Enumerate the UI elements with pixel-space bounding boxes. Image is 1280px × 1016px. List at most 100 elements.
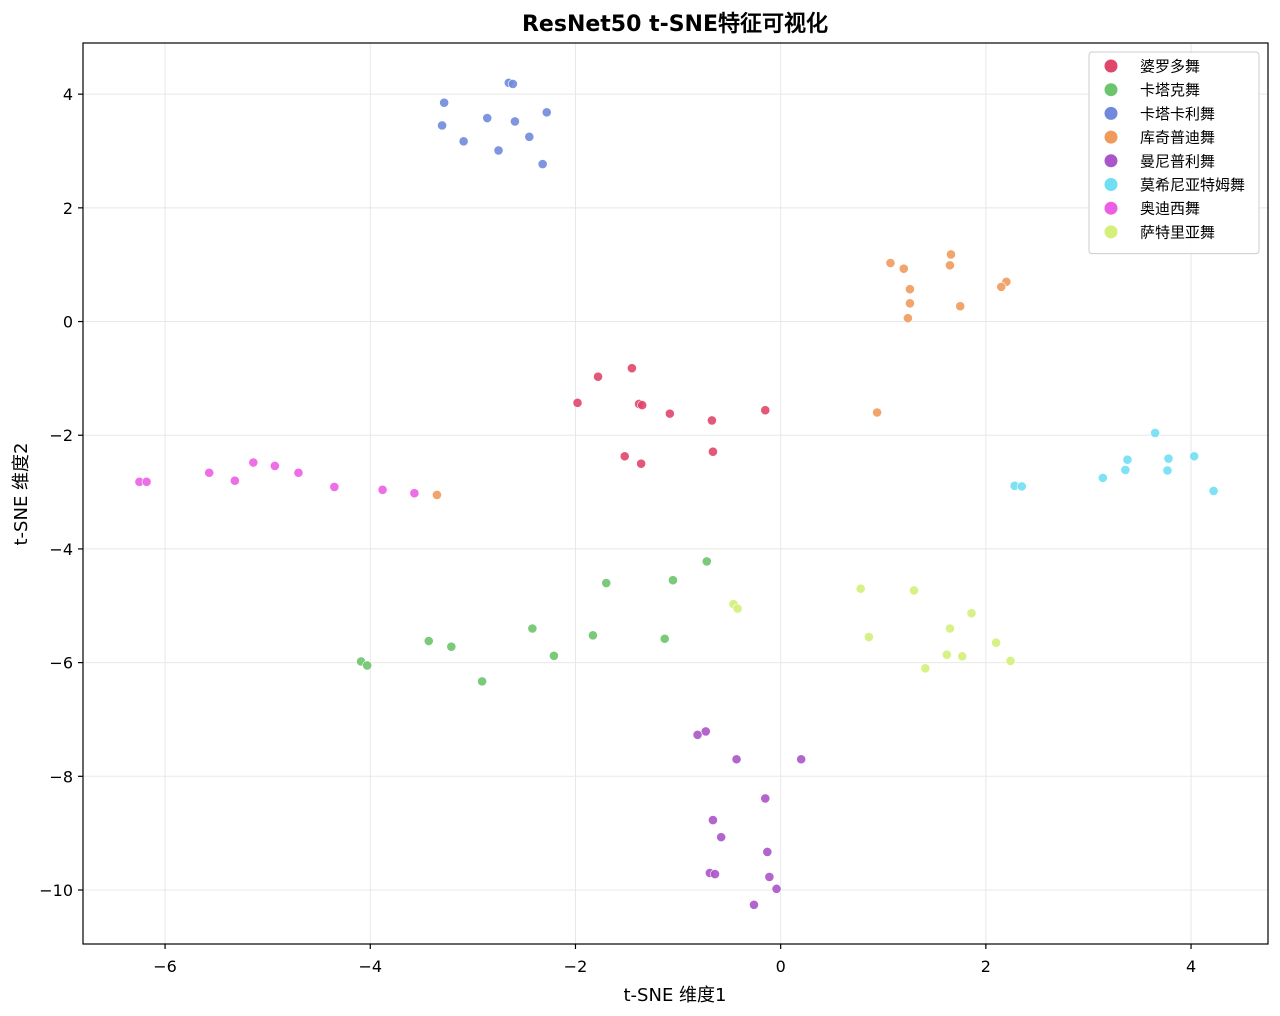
legend-marker (1104, 59, 1118, 73)
data-point-series-8 (863, 632, 874, 642)
data-point-series-2 (659, 633, 670, 644)
data-point-series-6 (1120, 465, 1131, 475)
legend-marker (1104, 83, 1118, 97)
data-point-series-6 (1189, 451, 1200, 462)
data-point-series-1 (708, 446, 718, 457)
legend-label: 卡塔克舞 (1140, 81, 1200, 99)
data-point-series-6 (1208, 486, 1219, 496)
data-point-series-4 (898, 263, 909, 274)
data-point-series-2 (527, 623, 538, 634)
data-points (134, 77, 1219, 910)
data-point-series-2 (601, 578, 612, 588)
data-point-series-4 (945, 260, 955, 271)
data-point-series-5 (771, 883, 782, 894)
data-point-series-2 (423, 636, 434, 646)
data-point-series-8 (855, 583, 866, 594)
x-tick-label: −4 (358, 957, 382, 976)
axis-ticks: −6 −4 −2 0 2 4 4 2 0 −2 −4 −6 −8 −10 (39, 85, 1196, 976)
data-point-series-4 (905, 284, 915, 295)
y-axis-label: t-SNE 维度2 (11, 443, 32, 546)
data-point-series-1 (626, 363, 637, 374)
data-point-series-3 (507, 79, 518, 89)
legend-label: 莫希尼亚特姆舞 (1140, 176, 1245, 194)
data-point-series-8 (1005, 656, 1016, 666)
data-point-series-2 (588, 630, 598, 641)
data-point-series-3 (510, 116, 520, 127)
x-axis-label: t-SNE 维度1 (624, 985, 727, 1006)
data-point-series-4 (885, 258, 896, 268)
data-point-series-2 (701, 556, 712, 567)
data-point-series-3 (524, 131, 535, 142)
data-point-series-3 (537, 159, 548, 169)
data-point-series-8 (732, 603, 743, 614)
data-point-series-4 (902, 313, 913, 324)
data-point-series-7 (229, 475, 240, 486)
legend-marker (1104, 130, 1118, 144)
data-point-series-5 (796, 754, 807, 765)
data-point-series-8 (941, 649, 952, 660)
y-tick-label: −8 (49, 767, 73, 786)
data-point-series-6 (1122, 454, 1133, 465)
data-point-series-1 (636, 458, 647, 469)
data-point-series-7 (141, 476, 152, 487)
data-point-series-8 (945, 623, 955, 634)
data-point-series-6 (1162, 465, 1173, 476)
legend-marker (1104, 154, 1118, 168)
data-point-series-7 (269, 461, 280, 471)
legend-label: 萨特里亚舞 (1140, 223, 1215, 241)
data-point-series-3 (437, 120, 447, 131)
legend-label: 库奇普迪舞 (1140, 129, 1215, 147)
data-point-series-7 (377, 484, 388, 495)
data-point-series-3 (439, 97, 450, 108)
data-point-series-5 (749, 899, 759, 910)
data-point-series-5 (716, 832, 727, 843)
data-point-series-5 (708, 815, 718, 825)
data-point-series-3 (482, 113, 493, 123)
legend-label: 婆罗多舞 (1140, 58, 1200, 76)
data-point-series-4 (996, 281, 1007, 292)
data-point-series-2 (362, 660, 373, 671)
data-point-series-1 (760, 405, 771, 416)
data-point-series-1 (707, 415, 717, 426)
y-tick-label: 0 (63, 313, 73, 332)
data-point-series-5 (760, 793, 771, 804)
y-tick-label: 2 (63, 199, 73, 218)
data-point-series-1 (637, 400, 648, 411)
data-point-series-8 (920, 663, 931, 674)
data-point-series-5 (762, 847, 773, 857)
data-point-series-7 (329, 482, 340, 492)
data-point-series-4 (905, 298, 915, 309)
data-point-series-5 (764, 872, 775, 882)
data-point-series-3 (458, 136, 469, 147)
data-point-series-5 (710, 869, 720, 879)
data-point-series-6 (1016, 481, 1027, 492)
chart-title: ResNet50 t-SNE特征可视化 (522, 11, 828, 37)
legend-label: 曼尼普利舞 (1140, 152, 1215, 170)
data-point-series-1 (664, 408, 675, 419)
data-point-series-4 (955, 301, 966, 312)
y-tick-label: −6 (49, 654, 73, 673)
legend-label: 奥迪西舞 (1140, 200, 1200, 218)
plot-frame (82, 42, 1269, 945)
data-point-series-7 (409, 488, 420, 499)
data-point-series-5 (731, 754, 742, 765)
legend-box (1088, 51, 1260, 255)
data-point-series-3 (541, 107, 552, 118)
y-tick-label: −10 (39, 881, 73, 900)
data-point-series-2 (668, 575, 678, 586)
legend-marker (1104, 106, 1118, 120)
data-point-series-5 (692, 729, 703, 740)
data-point-series-8 (957, 651, 968, 662)
x-tick-label: −6 (153, 957, 177, 976)
data-point-series-6 (1097, 472, 1108, 483)
data-point-series-8 (909, 585, 919, 596)
data-point-series-1 (619, 451, 630, 462)
data-point-series-2 (446, 641, 457, 652)
data-point-series-2 (549, 650, 559, 661)
y-tick-label: −2 (49, 426, 73, 445)
data-point-series-7 (293, 467, 304, 478)
data-point-series-3 (493, 145, 504, 156)
data-point-series-5 (700, 726, 711, 737)
